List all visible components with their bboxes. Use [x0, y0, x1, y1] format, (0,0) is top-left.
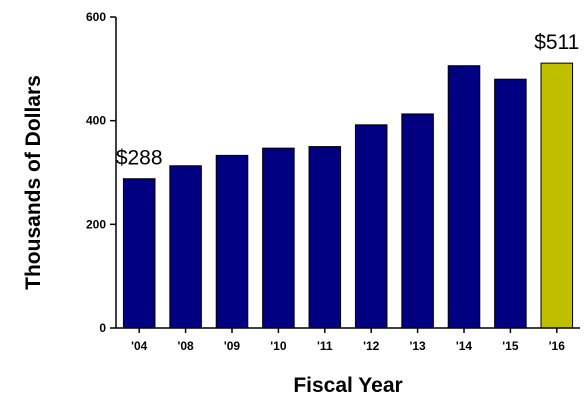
annotations-group: $288 $511 [116, 31, 580, 170]
bar-08 [169, 165, 202, 329]
x-tick-label: '13 [409, 339, 426, 353]
y-ticks-group: 0 200 400 600 [86, 10, 116, 335]
x-tick-label: '10 [270, 339, 287, 353]
y-tick-label: 200 [86, 217, 106, 231]
x-tick-label: '15 [502, 339, 519, 353]
bars-group [122, 62, 574, 329]
y-tick-label: 0 [99, 321, 106, 335]
data-label: $288 [116, 147, 163, 170]
bar-13 [401, 113, 434, 329]
bar-09 [215, 154, 249, 329]
x-ticks-group: '04 '08 '09 '10 '11 '12 '13 '14 '15 '16 [131, 328, 565, 353]
bar-12 [354, 124, 388, 329]
bar-10 [262, 147, 295, 329]
x-tick-label: '08 [177, 339, 194, 353]
y-tick-label: 600 [86, 10, 106, 24]
bar-16 [540, 62, 574, 329]
bar-11 [308, 146, 342, 329]
data-label: $511 [534, 31, 579, 54]
bar-04 [122, 178, 156, 329]
x-tick-label: '16 [549, 339, 566, 353]
x-tick-label: '14 [456, 339, 473, 353]
y-tick-label: 400 [86, 114, 106, 128]
y-axis-title: Thousands of Dollars [22, 75, 45, 290]
x-tick-label: '04 [131, 339, 148, 353]
bar-15 [494, 78, 527, 329]
x-tick-label: '12 [363, 339, 380, 353]
bar-14 [447, 65, 481, 329]
x-axis-title: Fiscal Year [293, 374, 402, 397]
x-tick-label: '11 [317, 339, 333, 353]
x-tick-label: '09 [224, 339, 241, 353]
